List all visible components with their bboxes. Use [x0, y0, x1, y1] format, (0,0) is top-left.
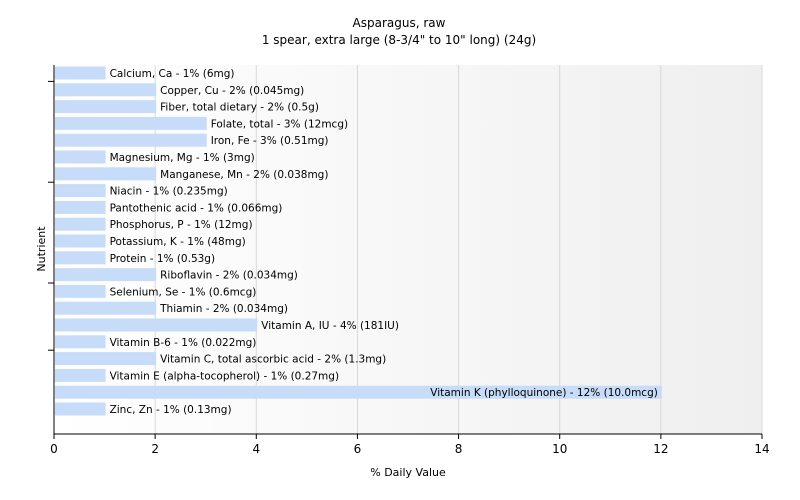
y-axis-label: Nutrient: [35, 226, 48, 272]
bar: [55, 284, 106, 298]
bar-label: Niacin - 1% (0.235mg): [110, 186, 228, 198]
bar: [55, 150, 106, 164]
bar-label: Zinc, Zn - 1% (0.13mg): [110, 404, 232, 416]
bar-label: Vitamin K (phylloquinone) - 12% (10.0mcg…: [430, 387, 658, 399]
bar-label: Copper, Cu - 2% (0.045mg): [160, 85, 304, 97]
bar-label: Vitamin E (alpha-tocopherol) - 1% (0.27m…: [110, 370, 339, 382]
bar-label: Magnesium, Mg - 1% (3mg): [110, 152, 255, 164]
x-tick-label: 6: [354, 442, 362, 456]
bar-label: Phosphorus, P - 1% (12mg): [110, 219, 253, 231]
bar-label: Calcium, Ca - 1% (6mg): [110, 68, 235, 80]
bar: [55, 318, 258, 332]
bar-label: Protein - 1% (0.53g): [110, 253, 216, 265]
bar: [55, 83, 157, 97]
x-tick-label: 10: [552, 442, 567, 456]
axes: 0 2 4 6 8 10 12 14: [48, 65, 770, 456]
bar: [55, 301, 157, 315]
bar-label: Manganese, Mn - 2% (0.038mg): [160, 169, 328, 181]
bar: [55, 217, 106, 231]
bar-label: Vitamin A, IU - 4% (181IU): [261, 320, 399, 332]
chart-title: Asparagus, raw: [353, 16, 446, 30]
bar-label: Pantothenic acid - 1% (0.066mg): [110, 202, 283, 214]
bar-label: Vitamin C, total ascorbic acid - 2% (1.3…: [160, 354, 386, 366]
bar: [55, 234, 106, 248]
bar: [55, 385, 662, 399]
bar-label: Selenium, Se - 1% (0.6mcg): [110, 286, 257, 298]
bar-label: Potassium, K - 1% (48mg): [110, 236, 246, 248]
x-axis-label: % Daily Value: [370, 466, 446, 479]
bar: [55, 335, 106, 349]
bar: [55, 251, 106, 265]
bar-label: Iron, Fe - 3% (0.51mg): [211, 135, 329, 147]
x-tick-label: 0: [50, 442, 58, 456]
bar: [55, 100, 157, 114]
bar-label: Thiamin - 2% (0.034mg): [159, 303, 288, 315]
x-tick-label: 4: [252, 442, 260, 456]
bar: [55, 167, 157, 181]
bar: [55, 200, 106, 214]
bar: [55, 368, 106, 382]
bar: [55, 116, 207, 130]
x-tick-label: 2: [151, 442, 159, 456]
bar-label: Folate, total - 3% (12mcg): [211, 118, 348, 130]
chart-subtitle: 1 spear, extra large (8-3/4" to 10" long…: [262, 33, 536, 47]
x-tick-label: 12: [653, 442, 668, 456]
bar: [55, 66, 106, 80]
bar: [55, 184, 106, 198]
bar: [55, 352, 157, 366]
bar: [55, 133, 207, 147]
bar: [55, 402, 106, 416]
bar: [55, 268, 157, 282]
x-tick-label: 14: [754, 442, 769, 456]
bar-series: Calcium, Ca - 1% (6mg) Copper, Cu - 2% (0…: [55, 66, 662, 416]
bar-label: Fiber, total dietary - 2% (0.5g): [160, 102, 319, 114]
bar-label: Vitamin B-6 - 1% (0.022mg): [110, 337, 257, 349]
bar-label: Riboflavin - 2% (0.034mg): [160, 270, 298, 282]
x-tick-label: 8: [455, 442, 463, 456]
